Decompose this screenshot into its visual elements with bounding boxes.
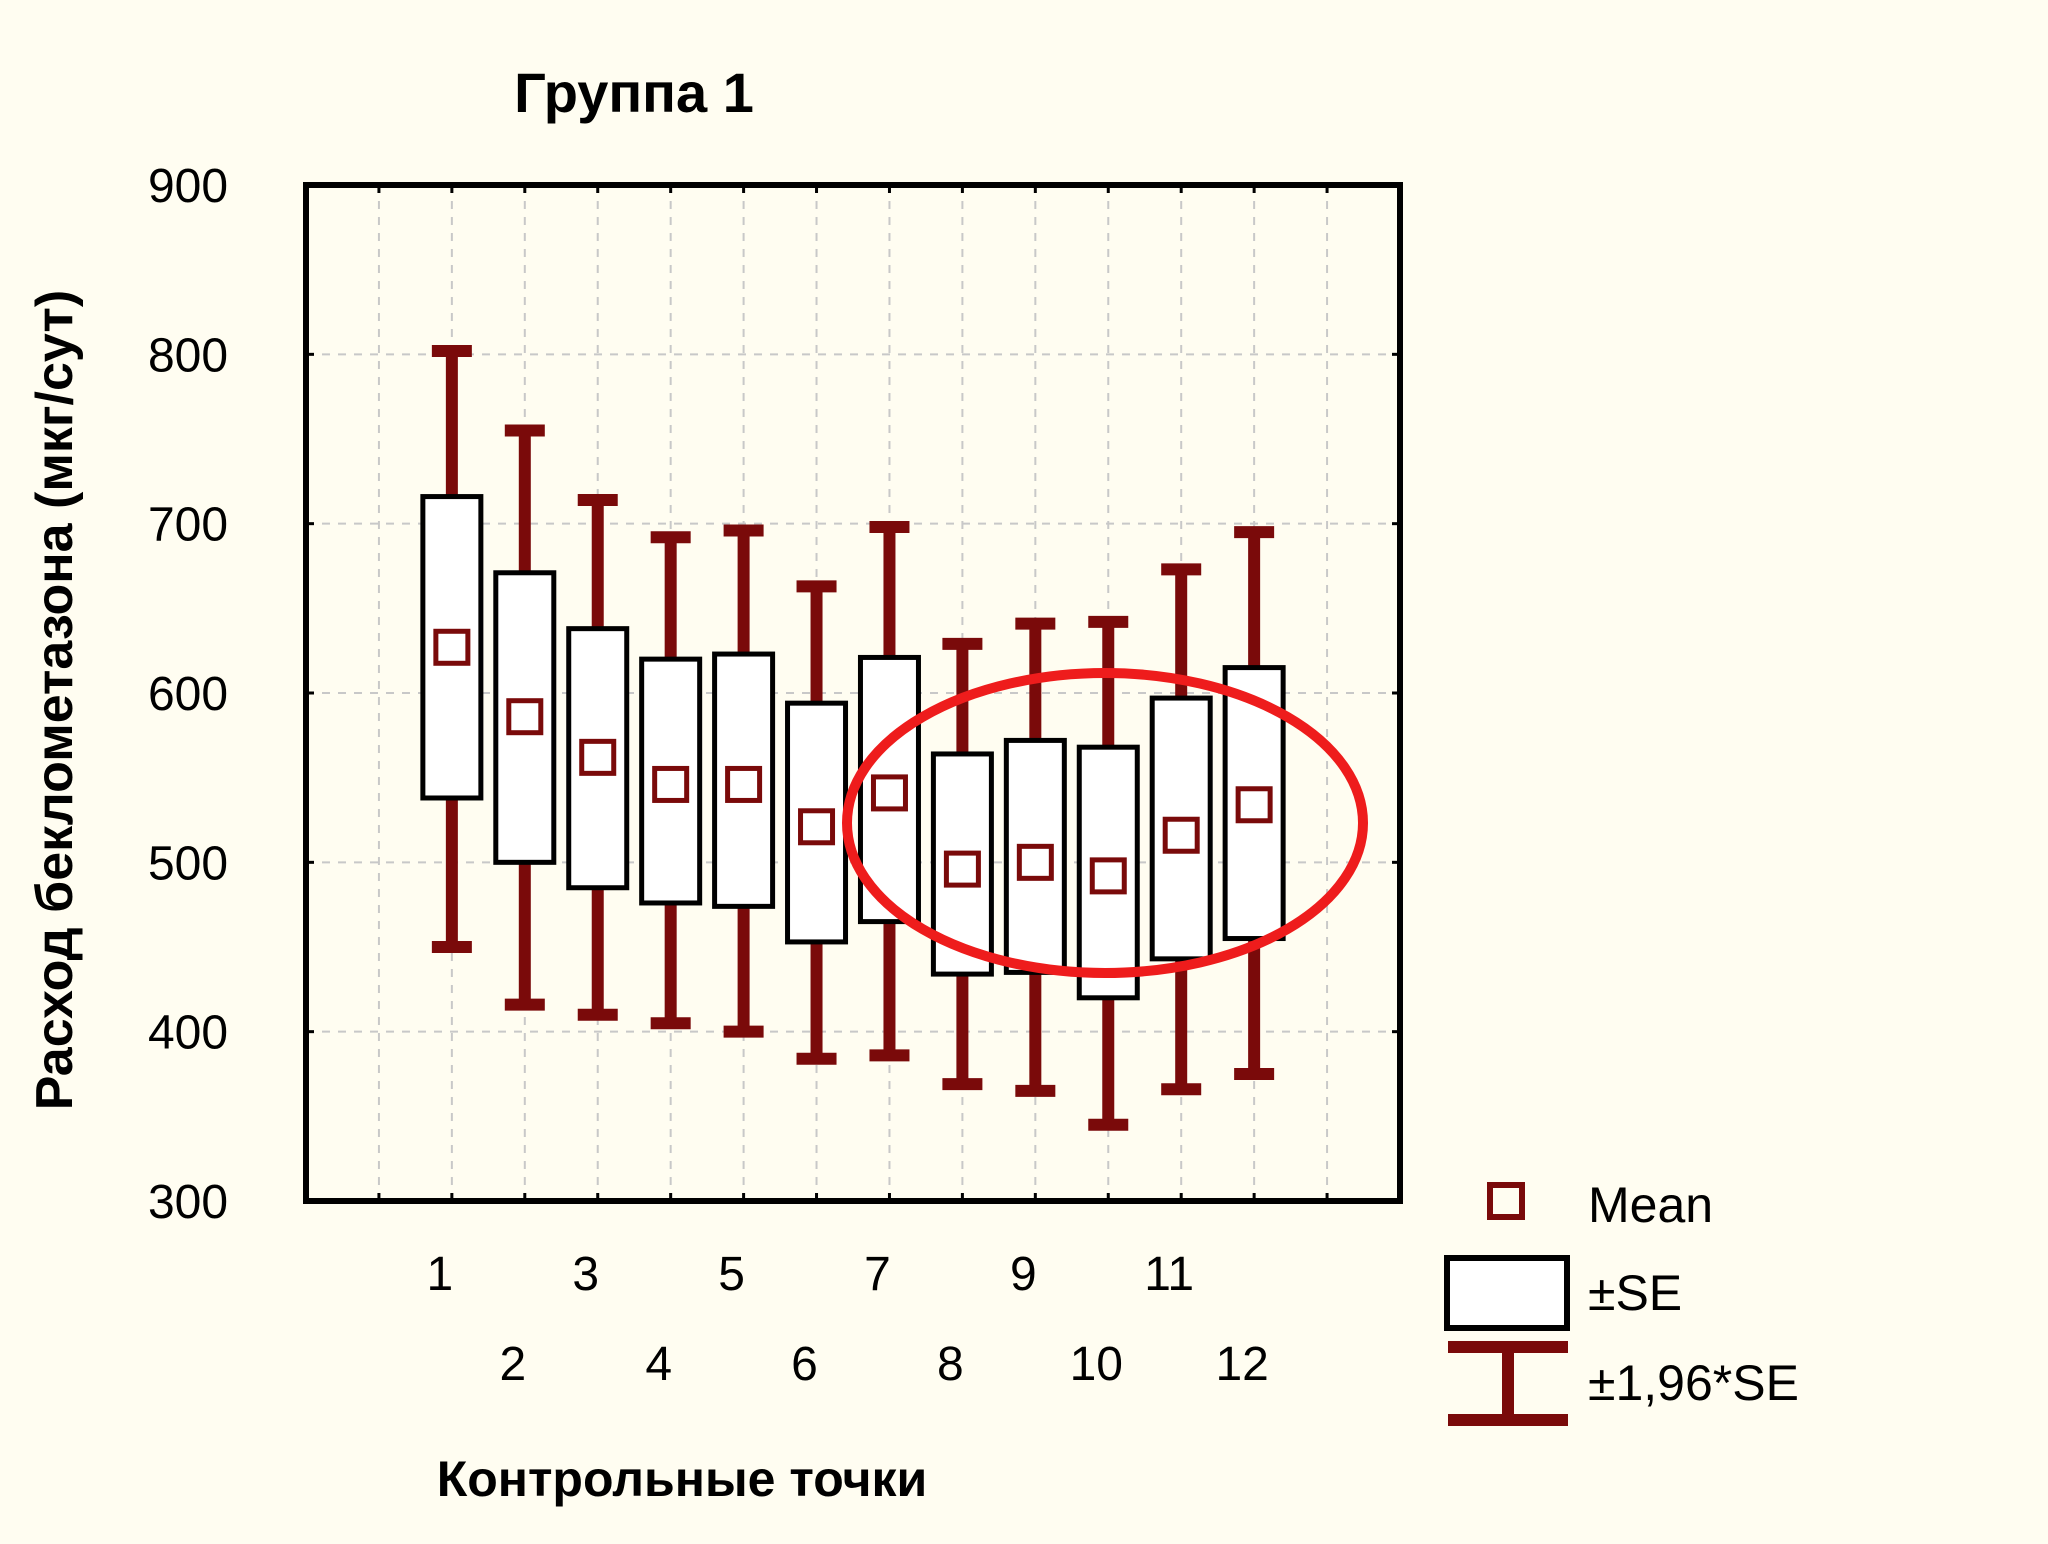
- y-tick-label: 700: [148, 499, 228, 552]
- y-tick-label: 400: [148, 1007, 228, 1060]
- y-tick-label: 300: [148, 1176, 228, 1229]
- box-group-12: [1222, 526, 1286, 1080]
- y-tick-label: 600: [148, 668, 228, 721]
- mean-marker: [652, 765, 690, 803]
- x-tick-label: 10: [1070, 1338, 1123, 1391]
- legend-label-mean: Mean: [1588, 1177, 1713, 1233]
- legend-mean-marker: [1487, 1182, 1525, 1220]
- box-group-10: [1076, 615, 1140, 1131]
- box-group-3: [566, 493, 630, 1021]
- box-group-8: [930, 637, 994, 1091]
- plot-marks: [420, 344, 1286, 1131]
- x-tick-label: 2: [499, 1338, 526, 1391]
- y-tick-label: 500: [148, 837, 228, 890]
- x-tick-label: 5: [718, 1248, 745, 1301]
- mean-marker: [579, 738, 617, 776]
- mean-marker: [870, 774, 908, 812]
- mean-marker: [1162, 816, 1200, 854]
- box-group-1: [420, 344, 484, 953]
- legend-label-se: ±SE: [1588, 1265, 1682, 1321]
- se-box: [566, 626, 630, 891]
- mean-marker: [943, 850, 981, 888]
- chart-title: Группа 1: [514, 61, 754, 124]
- legend-se-box: [1444, 1255, 1570, 1331]
- y-axis-title: Расход беклометазона (мкг/сут): [26, 290, 84, 1110]
- legend-ci-whisker: [1448, 1341, 1568, 1426]
- x-tick-label: 1: [427, 1248, 454, 1301]
- mean-marker: [433, 628, 471, 666]
- box-group-6: [785, 580, 849, 1065]
- highlight-ellipse: [842, 668, 1368, 978]
- box-group-5: [712, 524, 776, 1038]
- x-tick-label: 12: [1215, 1338, 1268, 1391]
- box-group-2: [493, 424, 557, 1011]
- mean-marker: [725, 765, 763, 803]
- mean-marker: [1235, 786, 1273, 824]
- mean-marker: [506, 698, 544, 736]
- x-tick-label: 7: [864, 1248, 891, 1301]
- y-tick-label: 900: [148, 160, 228, 213]
- x-tick-label: 4: [645, 1338, 672, 1391]
- x-tick-label: 3: [572, 1248, 599, 1301]
- se-box: [639, 656, 703, 906]
- mean-marker: [798, 808, 836, 846]
- y-tick-label: 800: [148, 329, 228, 382]
- legend: Mean ±SE ±1,96*SE: [1444, 1177, 1799, 1426]
- y-axis-ticks: 300 400 500 600 700 800 900: [148, 160, 1400, 1229]
- box-group-11: [1149, 563, 1213, 1096]
- mean-marker: [1016, 843, 1054, 881]
- box-group-9: [1003, 617, 1067, 1097]
- box-group-4: [639, 531, 703, 1030]
- box-group-7: [857, 521, 921, 1062]
- x-tick-label: 9: [1010, 1248, 1037, 1301]
- x-tick-label: 8: [937, 1338, 964, 1391]
- x-tick-label: 11: [1144, 1248, 1194, 1301]
- mean-marker: [1089, 857, 1127, 895]
- x-tick-label: 6: [791, 1338, 818, 1391]
- x-axis-title: Контрольные точки: [437, 1451, 928, 1507]
- legend-label-ci: ±1,96*SE: [1588, 1355, 1799, 1411]
